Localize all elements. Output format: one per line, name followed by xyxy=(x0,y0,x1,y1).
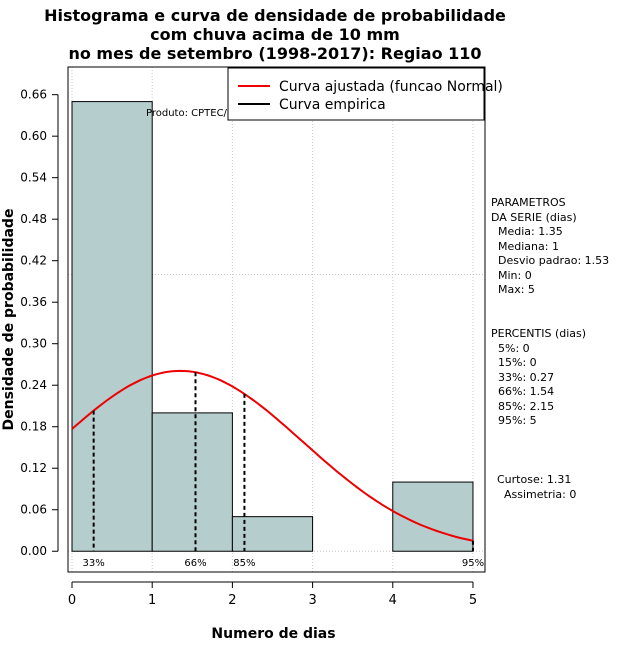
histogram-bar-2 xyxy=(231,516,314,552)
param-line-5: Min: 0 xyxy=(491,268,532,282)
param-line-1: DA SERIE (dias) xyxy=(491,210,577,224)
x-tick-label-0: 0 xyxy=(68,593,76,608)
product-annotation: Produto: CPTEC/INPE xyxy=(146,108,250,119)
legend-label-normal: Curva ajustada (funcao Normal) xyxy=(279,79,503,95)
percentile-markers: 33% 66% 85% 95% xyxy=(83,372,484,569)
y-tick-label-1: 0.06 xyxy=(20,503,47,517)
y-tick-label-9: 0.54 xyxy=(20,171,47,185)
percentile-label-2: 85% xyxy=(233,558,255,569)
normal-curve-line xyxy=(71,369,474,542)
param-line-2: Media: 1.35 xyxy=(491,225,563,238)
normal-curve-layer xyxy=(71,369,474,542)
y-tick-label-11: 0.66 xyxy=(20,88,47,102)
x-axis-label: Numero de dias xyxy=(211,626,335,642)
y-tick-label-7: 0.42 xyxy=(20,254,47,268)
param-line-3: Mediana: 1 xyxy=(491,239,559,253)
distribution-moments: Curtose: 1.31 Assimetria: 0 xyxy=(497,473,576,502)
x-tick-label-4: 4 xyxy=(389,593,397,608)
param-line-4: Desvio padrao: 1.53 xyxy=(491,254,610,267)
y-axis-label: Densidade de probabilidade xyxy=(1,209,17,431)
percentile-line-1: 5%: 0 xyxy=(491,341,530,355)
chart-title-line-1: Histograma e curva de densidade de proba… xyxy=(44,6,506,25)
y-tick-label-2: 0.12 xyxy=(20,461,47,475)
x-tick-label-2: 2 xyxy=(228,593,236,608)
percentile-line-0: PERCENTIS (dias) xyxy=(491,327,587,340)
y-tick-label-5: 0.30 xyxy=(20,337,47,351)
percentile-line-5: 85%: 2.15 xyxy=(491,399,555,413)
percentile-list: PERCENTIS (dias) 5%: 0 15%: 0 33%: 0.27 … xyxy=(491,327,586,429)
y-tick-label-6: 0.36 xyxy=(20,295,47,309)
x-tick-label-3: 3 xyxy=(308,593,316,608)
plot-frame xyxy=(67,66,486,573)
y-tick-label-10: 0.60 xyxy=(20,129,47,143)
series-parameters: PARAMETROS DA SERIE (dias) Media: 1.35 Me… xyxy=(491,196,609,298)
legend-box xyxy=(227,67,485,121)
histogram-bars xyxy=(71,101,474,552)
percentile-label-1: 66% xyxy=(184,558,206,569)
histogram-bar-4 xyxy=(392,481,474,552)
y-tick-label-0: 0.00 xyxy=(20,544,47,558)
chart-title-line-2: com chuva acima de 10 mm xyxy=(150,25,400,44)
percentile-label-0: 33% xyxy=(83,558,105,569)
param-line-0: PARAMETROS xyxy=(491,196,566,209)
histogram-bar-1 xyxy=(151,412,233,552)
percentile-line-6: 95%: 5 xyxy=(491,414,537,427)
moment-line-1: Assimetria: 0 xyxy=(497,487,577,501)
moment-line-0: Curtose: 1.31 xyxy=(497,473,572,486)
chart-title: Histograma e curva de densidade de proba… xyxy=(40,6,510,63)
legend-label-empirical: Curva empirica xyxy=(279,97,386,113)
chart-legend: Curva ajustada (funcao Normal) Curva emp… xyxy=(227,67,503,121)
chart-title-line-3: no mes de setembro (1998-2017): Regiao 1… xyxy=(68,44,482,63)
x-tick-label-5: 5 xyxy=(469,593,477,608)
y-tick-label-8: 0.48 xyxy=(20,212,47,226)
percentile-line-4: 66%: 1.54 xyxy=(491,385,555,398)
percentile-line-2: 15%: 0 xyxy=(491,356,537,369)
histogram-bar-0 xyxy=(71,101,153,552)
y-tick-label-3: 0.18 xyxy=(20,420,47,434)
y-tick-label-4: 0.24 xyxy=(20,378,47,392)
axes: 0 1 2 3 4 5 0.00 0.06 0.12 0.18 0.24 0.30 0.36 0.42 0.… xyxy=(20,88,477,608)
percentile-label-3: 95% xyxy=(462,558,484,569)
percentile-line-3: 33%: 0.27 xyxy=(491,370,555,384)
x-tick-label-1: 1 xyxy=(148,593,156,608)
param-line-6: Max: 5 xyxy=(491,283,535,296)
